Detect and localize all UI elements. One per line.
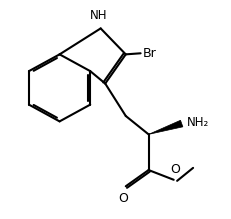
Text: Br: Br: [143, 47, 157, 60]
Text: NH₂: NH₂: [187, 116, 209, 129]
Text: NH: NH: [90, 9, 107, 22]
Text: O: O: [170, 163, 180, 176]
Polygon shape: [149, 120, 183, 134]
Text: O: O: [119, 192, 128, 205]
